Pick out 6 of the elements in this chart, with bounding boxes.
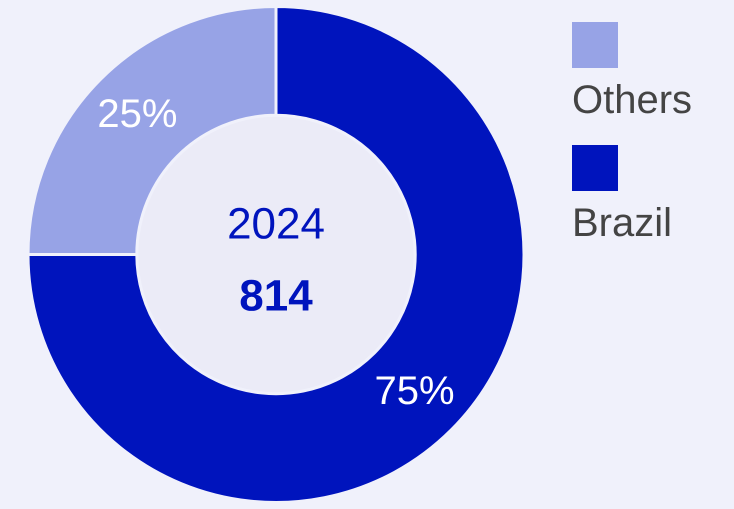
text: 814 [239,272,314,321]
legend-label: Others [572,78,692,123]
data-label: 75% [374,369,455,414]
legend-label: Brazil [572,201,674,246]
text: 2024 [227,200,325,249]
data-label: 25% [97,92,178,136]
